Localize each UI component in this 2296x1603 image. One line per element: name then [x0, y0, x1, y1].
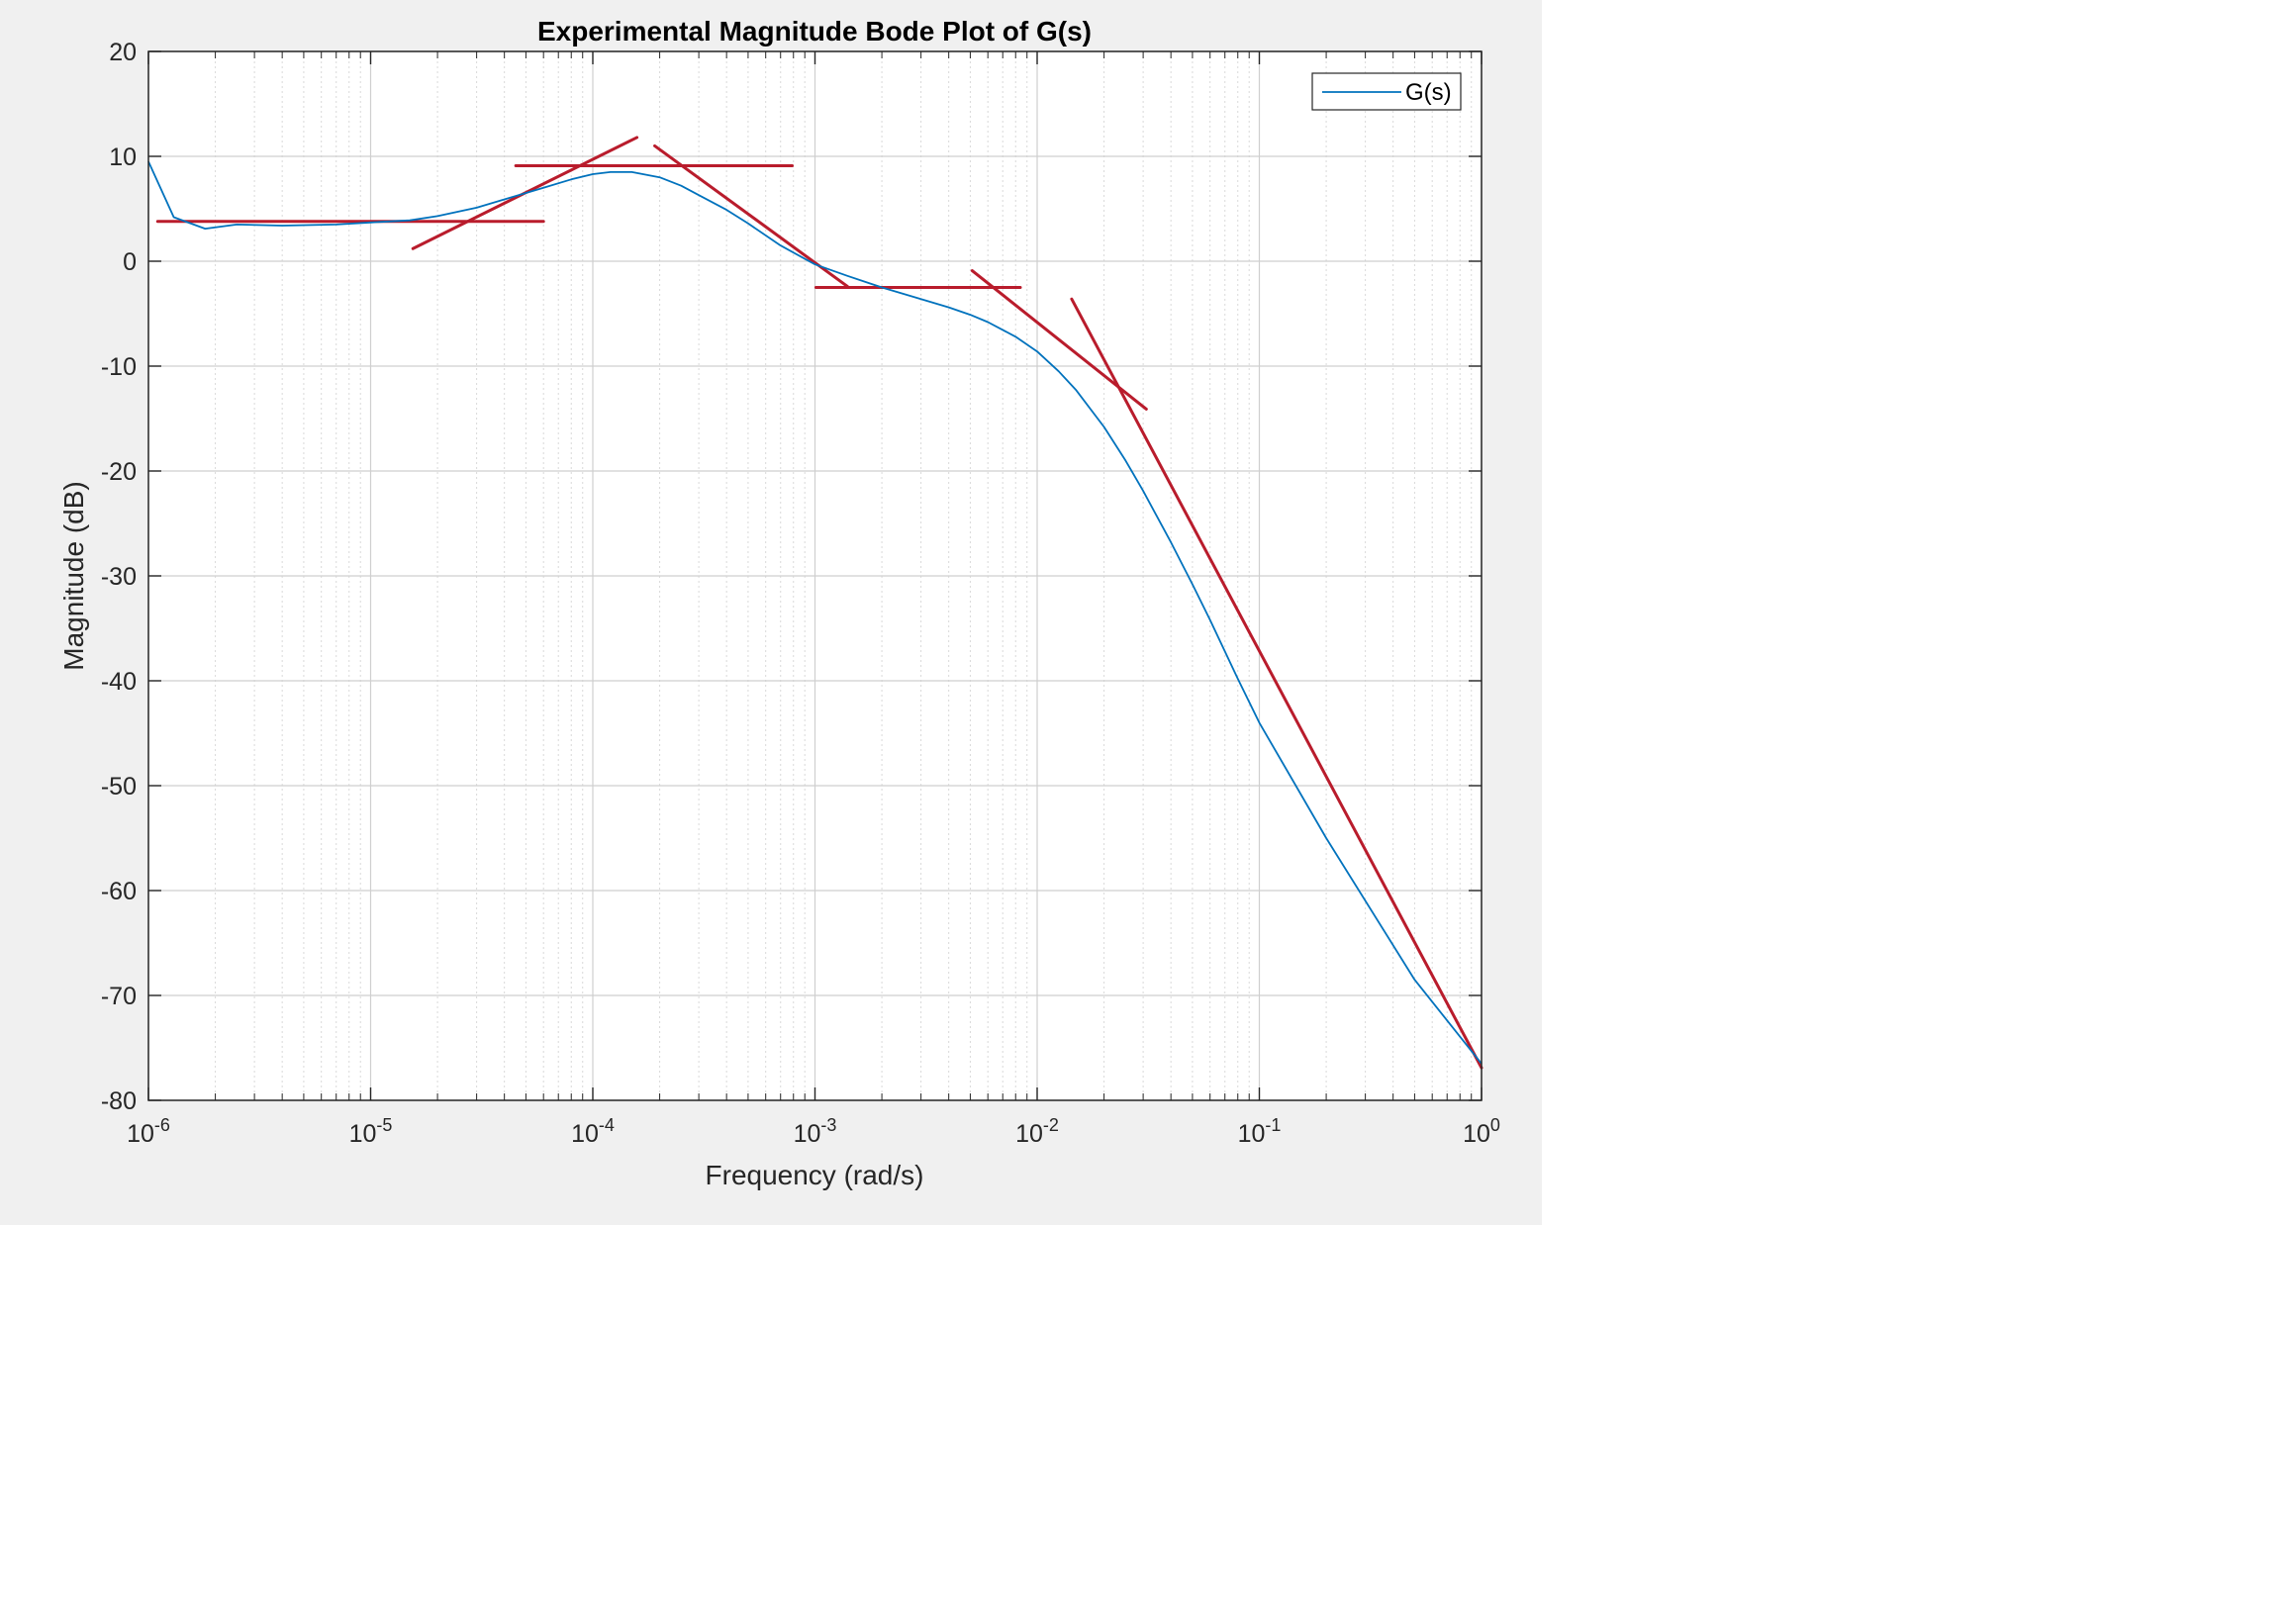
asymptote-lines: [155, 136, 1483, 1070]
figure-window: 20 10 0 -10 -20 -30 -40 -50 -60 -70 -80 10-6 10-5 10…: [0, 0, 1542, 1225]
x-tick-label: 10-3: [794, 1115, 837, 1148]
legend-label-gs: G(s): [1405, 79, 1452, 106]
y-tick-label: 0: [123, 248, 137, 276]
x-tick-label: 10-2: [1015, 1115, 1059, 1148]
series-layer: [147, 160, 1483, 1065]
y-tick-label: 10: [109, 143, 137, 171]
y-axis-label: Magnitude (dB): [58, 481, 89, 670]
y-tick-label: -10: [101, 353, 137, 381]
x-tick-labels: 10-6 10-5 10-4 10-3 10-2 10-1 100: [127, 1115, 1500, 1148]
y-tick-label: 20: [109, 39, 137, 66]
y-tick-label: -50: [101, 773, 137, 801]
asymptote-segment: [653, 143, 849, 288]
series-line-gs: [147, 160, 1483, 1065]
y-tick-label: -20: [101, 458, 137, 486]
y-tick-label: -60: [101, 878, 137, 905]
chart-title: Experimental Magnitude Bode Plot of G(s): [537, 16, 1092, 47]
y-tick-labels: 20 10 0 -10 -20 -30 -40 -50 -60 -70 -80: [101, 39, 137, 1115]
legend[interactable]: G(s): [1311, 72, 1462, 111]
x-tick-label: 10-6: [127, 1115, 170, 1148]
y-tick-label: -80: [101, 1087, 137, 1115]
x-tick-label: 10-5: [349, 1115, 393, 1148]
x-tick-label: 10-1: [1238, 1115, 1282, 1148]
asymptote-segment: [1070, 297, 1483, 1070]
y-tick-label: -30: [101, 563, 137, 591]
tick-marks: [147, 50, 1483, 1101]
y-tick-label: -70: [101, 983, 137, 1010]
x-tick-label: 100: [1463, 1115, 1500, 1148]
x-tick-label: 10-4: [571, 1115, 615, 1148]
x-axis-label: Frequency (rad/s): [706, 1160, 924, 1190]
y-tick-label: -40: [101, 668, 137, 696]
